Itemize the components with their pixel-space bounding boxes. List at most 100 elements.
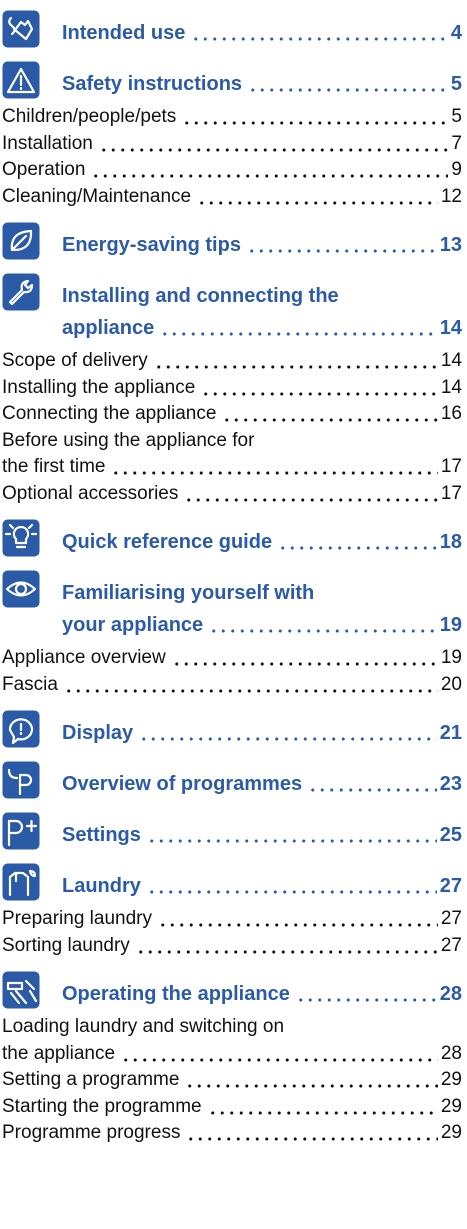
toc-entry: Loading laundry and switching on the appl… bbox=[2, 1014, 462, 1067]
page-number: 27 bbox=[439, 875, 462, 897]
section-heading: Familiarising yourself with your applianc… bbox=[2, 570, 462, 641]
section-title-text: Quick reference guide bbox=[62, 531, 273, 553]
section-icon bbox=[2, 222, 40, 260]
page-number: 16 bbox=[440, 403, 462, 424]
section-icon bbox=[2, 710, 40, 748]
entry-text: Starting the programme bbox=[2, 1095, 202, 1117]
page-number: 25 bbox=[439, 824, 462, 846]
toc-entry: Before using the appliance for the first … bbox=[2, 428, 462, 481]
section-icon bbox=[2, 812, 40, 850]
toc-entry: Fascia 20 bbox=[2, 672, 462, 699]
toc-entry: Connecting the appliance 16 bbox=[2, 401, 462, 428]
entry-text: Connecting the appliance bbox=[2, 403, 217, 424]
section-heading: Intended use 4 bbox=[2, 10, 462, 49]
page-number: 9 bbox=[451, 159, 462, 180]
toc-section: Intended use 4 bbox=[2, 10, 462, 49]
sub-entries: Children/people/pets 5 Installation 7 Operat… bbox=[2, 104, 462, 210]
page-number: 14 bbox=[440, 376, 462, 398]
section-title: Intended use 4 bbox=[62, 10, 462, 49]
entry-line: Connecting the appliance 16 bbox=[2, 401, 462, 428]
section-title-line: Quick reference guide 18 bbox=[62, 526, 462, 558]
section-title-text: Installing and connecting the bbox=[62, 285, 339, 307]
dot-leader bbox=[186, 1137, 438, 1142]
dot-leader bbox=[157, 923, 438, 928]
entry-text: Setting a programme bbox=[2, 1069, 180, 1090]
entry-line: Installation 7 bbox=[2, 131, 462, 158]
dot-leader bbox=[135, 949, 438, 954]
entry-text: Children/people/pets bbox=[2, 106, 177, 127]
section-heading: Overview of programmes 23 bbox=[2, 761, 462, 800]
page-number: 27 bbox=[440, 908, 462, 929]
dot-leader bbox=[222, 418, 438, 423]
dot-leader bbox=[91, 174, 449, 179]
toc-section: Energy-saving tips 13 bbox=[2, 222, 462, 261]
section-heading: Laundry 27 bbox=[2, 863, 462, 902]
section-title-line: your appliance 19 bbox=[62, 609, 462, 641]
dot-leader bbox=[153, 365, 438, 370]
page-number: 23 bbox=[439, 773, 462, 795]
page-number: 17 bbox=[440, 456, 462, 477]
page-number: 13 bbox=[439, 234, 462, 256]
section-title-line: Laundry 27 bbox=[62, 870, 462, 902]
toc-entry: Installing the appliance 14 bbox=[2, 375, 462, 402]
toc-entry: Preparing laundry 27 bbox=[2, 906, 462, 933]
toc-entry: Installation 7 bbox=[2, 131, 462, 158]
entry-text: Sorting laundry bbox=[2, 934, 130, 956]
entry-line: the first time 17 bbox=[2, 454, 462, 481]
section-icon bbox=[2, 273, 40, 311]
sub-entries: Appliance overview 19 Fascia 20 bbox=[2, 645, 462, 698]
entry-line: Installing the appliance 14 bbox=[2, 375, 462, 402]
sub-entries: Loading laundry and switching on the appl… bbox=[2, 1014, 462, 1147]
section-title-line: Intended use 4 bbox=[62, 17, 462, 49]
section-title-text: Laundry bbox=[62, 875, 141, 897]
toc-section: Overview of programmes 23 bbox=[2, 761, 462, 800]
toc-entry: Programme progress 29 bbox=[2, 1120, 462, 1147]
section-title-line: Energy-saving tips 13 bbox=[62, 229, 462, 261]
toc-entry: Cleaning/Maintenance 12 bbox=[2, 184, 462, 211]
section-heading: Quick reference guide 18 bbox=[2, 519, 462, 558]
entry-line: Operation 9 bbox=[2, 157, 462, 184]
entry-line: Scope of delivery 14 bbox=[2, 348, 462, 375]
section-title-text: appliance bbox=[62, 317, 155, 339]
page-number: 29 bbox=[440, 1095, 462, 1117]
section-title-text: your appliance bbox=[62, 614, 204, 636]
section-icon bbox=[2, 761, 40, 799]
section-heading: Energy-saving tips 13 bbox=[2, 222, 462, 261]
entry-line: Sorting laundry 27 bbox=[2, 933, 462, 960]
entry-line: Setting a programme 29 bbox=[2, 1067, 462, 1094]
dot-leader bbox=[139, 737, 437, 741]
entry-text: the first time bbox=[2, 456, 106, 477]
page-number: 12 bbox=[440, 185, 462, 207]
section-title-line: Installing and connecting the bbox=[62, 280, 462, 312]
page-number: 21 bbox=[439, 722, 462, 744]
toc-entry: Children/people/pets 5 bbox=[2, 104, 462, 131]
toc-entry: Sorting laundry 27 bbox=[2, 933, 462, 960]
dot-leader bbox=[121, 1057, 438, 1062]
entry-line: Loading laundry and switching on bbox=[2, 1014, 462, 1041]
dot-leader bbox=[191, 37, 448, 41]
toc-section: Safety instructions 5 Children/people/pets… bbox=[2, 61, 462, 210]
section-title-text: Display bbox=[62, 722, 134, 744]
section-title-text: Familiarising yourself with bbox=[62, 582, 315, 604]
dot-leader bbox=[201, 391, 438, 396]
section-title: Quick reference guide 18 bbox=[62, 519, 462, 558]
entry-line: Children/people/pets 5 bbox=[2, 104, 462, 131]
entry-text: Appliance overview bbox=[2, 647, 166, 668]
toc-entry: Optional accessories 17 bbox=[2, 481, 462, 508]
entry-text: Installation bbox=[2, 132, 93, 154]
entry-text: Preparing laundry bbox=[2, 908, 152, 929]
section-title-text: Energy-saving tips bbox=[62, 234, 241, 256]
dot-leader bbox=[207, 1110, 438, 1115]
section-title: Installing and connecting the appliance 14 bbox=[62, 273, 462, 344]
entry-text: the appliance bbox=[2, 1042, 116, 1064]
dot-leader bbox=[160, 332, 437, 336]
section-icon bbox=[2, 570, 40, 608]
entry-line: Cleaning/Maintenance 12 bbox=[2, 184, 462, 211]
toc-section: Operating the appliance 28 Loading laundry… bbox=[2, 971, 462, 1147]
entry-line: Starting the programme 29 bbox=[2, 1094, 462, 1121]
dot-leader bbox=[111, 471, 438, 476]
toc-entry: Operation 9 bbox=[2, 157, 462, 184]
entry-text: Fascia bbox=[2, 673, 58, 695]
page-number: 20 bbox=[440, 673, 462, 695]
